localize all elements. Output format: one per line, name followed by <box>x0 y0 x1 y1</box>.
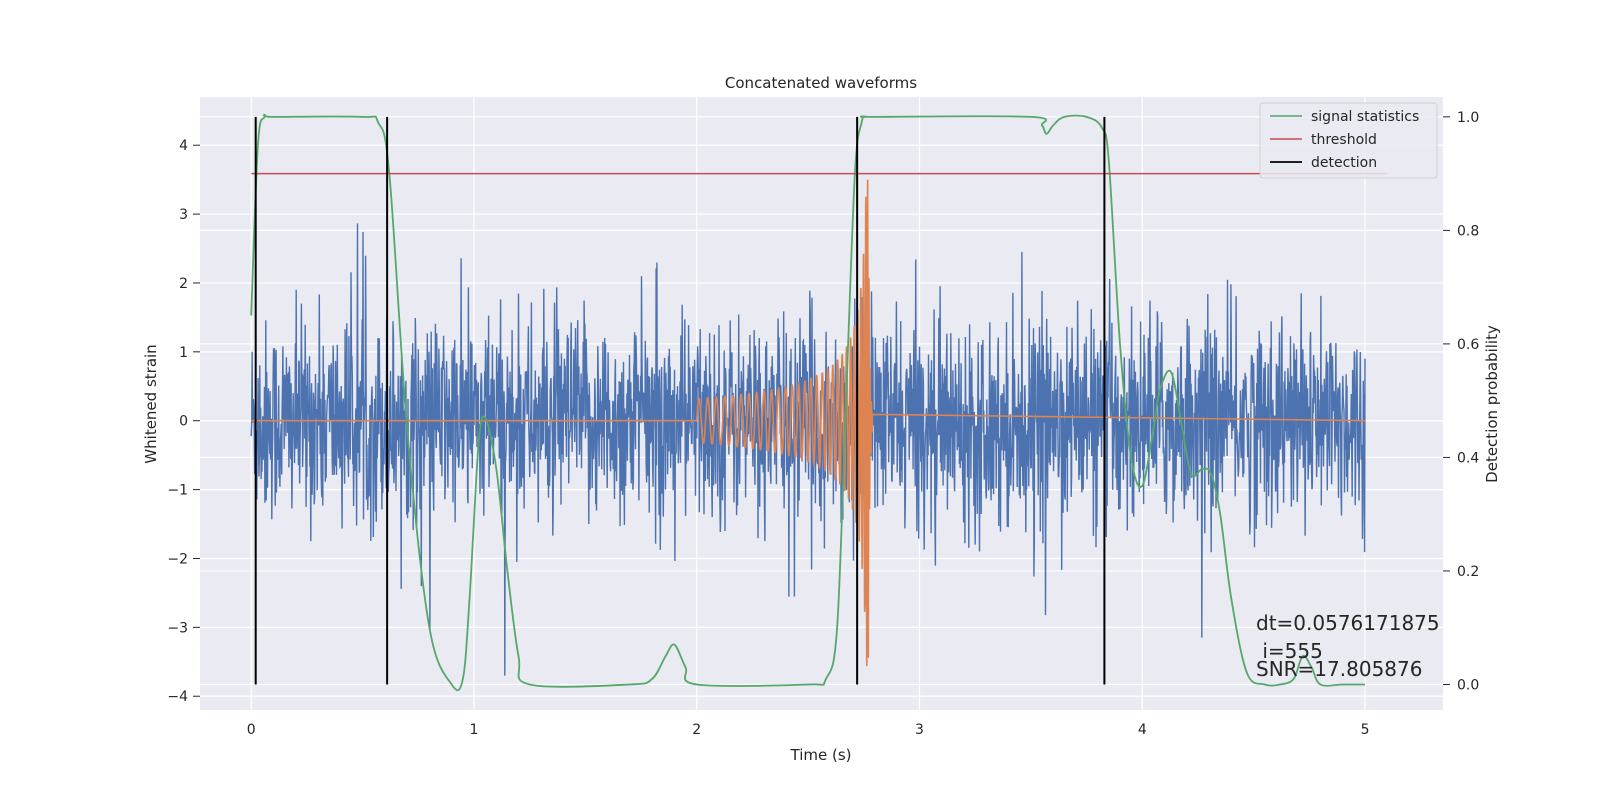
y2-tick-label: 1.0 <box>1457 110 1479 126</box>
x-tick-label: 0 <box>247 722 256 738</box>
annotation-dt: dt=0.0576171875 <box>1256 611 1440 635</box>
y-axis-label: Whitened strain <box>142 344 160 463</box>
y-tick-label: −4 <box>167 689 188 705</box>
y2-axis-label: Detection probability <box>1483 325 1501 483</box>
x-tick-label: 3 <box>915 722 924 738</box>
x-tick-label: 4 <box>1138 722 1147 738</box>
y2-tick-label: 0.8 <box>1457 223 1479 239</box>
annotation-i: i=555 <box>1256 639 1323 663</box>
y2-tick-label: 0.2 <box>1457 564 1479 580</box>
y2-tick-label: 0.0 <box>1457 677 1479 693</box>
series-noise-line <box>250 223 1366 676</box>
x-axis: 0 1 2 3 4 5 <box>247 722 1370 738</box>
y2-tick-label: 0.4 <box>1457 450 1479 466</box>
annotation-snr: SNR=17.805876 <box>1256 657 1422 681</box>
x-tick-label: 2 <box>692 722 701 738</box>
x-tick-label: 5 <box>1361 722 1370 738</box>
y-tick-label: 1 <box>179 345 188 361</box>
y-tick-label: −1 <box>167 483 188 499</box>
legend-label-signal-statistics: signal statistics <box>1311 109 1419 125</box>
y-axis-right: 0.0 0.2 0.4 0.6 0.8 1.0 <box>1443 110 1479 693</box>
legend-label-detection: detection <box>1311 155 1377 171</box>
legend-box <box>1259 102 1438 179</box>
y-tick-label: 3 <box>179 207 188 223</box>
y-tick-label: −2 <box>167 551 188 567</box>
y2-tick-label: 0.6 <box>1457 337 1479 353</box>
legend: signal statistics threshold detection <box>1259 102 1438 179</box>
x-axis-label: Time (s) <box>790 746 852 764</box>
x-tick-label: 1 <box>470 722 479 738</box>
y-axis-left: −4 −3 −2 −1 0 1 2 3 4 <box>167 138 200 705</box>
annotation: dt=0.0576171875 i=555 SNR=17.805876 <box>1256 611 1440 681</box>
legend-label-threshold: threshold <box>1311 132 1377 148</box>
series-layer <box>250 113 1388 692</box>
y-tick-label: 2 <box>179 276 188 292</box>
y-tick-label: 0 <box>179 414 188 430</box>
chart-title: Concatenated waveforms <box>725 74 917 92</box>
y-tick-label: −3 <box>167 620 188 636</box>
y-tick-label: 4 <box>179 138 188 154</box>
series-chirp-line <box>251 179 1366 667</box>
